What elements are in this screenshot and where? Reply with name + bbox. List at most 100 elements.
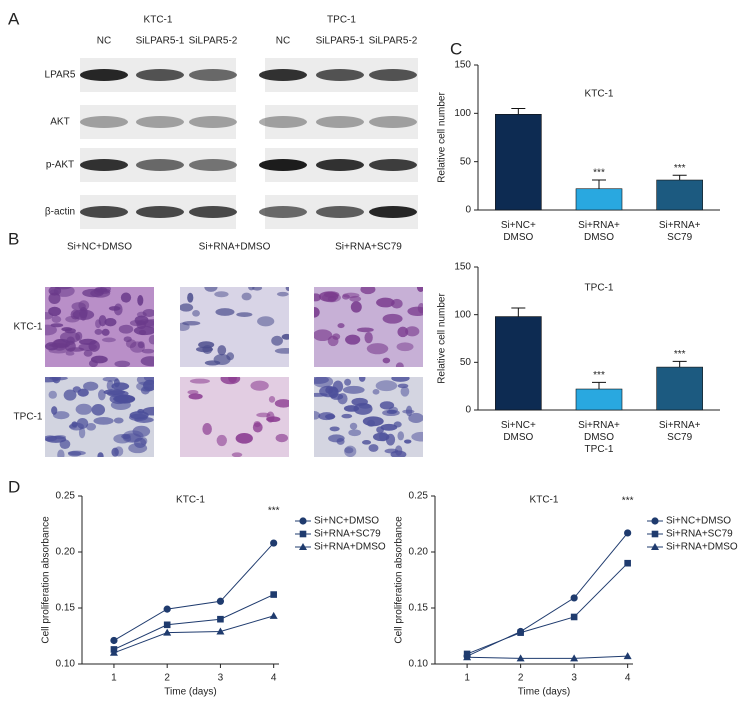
error-bar	[592, 381, 606, 390]
y-axis-label: Relative cell number	[437, 293, 448, 384]
marker	[570, 654, 579, 662]
blot-band	[189, 206, 237, 218]
cell	[274, 399, 289, 408]
cell	[136, 311, 147, 318]
cell	[187, 292, 194, 303]
cell	[407, 306, 423, 316]
marker	[110, 636, 118, 645]
cell	[97, 452, 104, 457]
marker	[216, 597, 225, 605]
cell	[52, 411, 70, 420]
y-tick-label: 50	[460, 357, 472, 368]
cell	[358, 403, 372, 409]
cell	[341, 413, 353, 419]
lane-label: SiLPAR5-1	[316, 36, 365, 47]
cell	[104, 318, 117, 327]
micrograph-column-title: Si+NC+DMSO	[67, 242, 132, 253]
cell	[51, 406, 58, 415]
y-tick-label: 0.15	[56, 603, 76, 614]
marker	[651, 530, 659, 538]
cell	[314, 377, 334, 388]
marker	[109, 648, 118, 656]
bar	[656, 366, 703, 411]
blot-band	[189, 116, 237, 128]
cell	[75, 331, 83, 341]
cell	[397, 326, 409, 338]
y-tick-label: 0.25	[409, 491, 429, 502]
cell	[78, 343, 97, 352]
cell	[97, 288, 111, 294]
cell	[266, 416, 281, 423]
marker	[463, 653, 472, 661]
cell	[391, 377, 410, 382]
marker	[651, 517, 659, 525]
blot-band	[369, 206, 417, 218]
cell	[276, 291, 289, 297]
cell	[350, 301, 362, 313]
cell	[416, 287, 423, 292]
marker	[299, 530, 307, 538]
micrograph	[180, 287, 289, 367]
cell	[113, 378, 120, 388]
cell	[344, 378, 352, 386]
cell	[77, 388, 89, 397]
bar	[656, 179, 703, 211]
error-bar	[672, 174, 687, 181]
blot-strip	[80, 105, 236, 139]
marker	[163, 628, 172, 636]
cell	[394, 445, 403, 456]
legend-label: Si+RNA+DMSO	[314, 542, 386, 553]
cell	[108, 306, 121, 311]
cell	[106, 380, 114, 391]
cell	[358, 377, 366, 382]
series-line	[113, 615, 274, 654]
cell	[90, 355, 108, 364]
cell	[48, 390, 57, 399]
bar	[575, 188, 623, 211]
cell	[343, 405, 360, 412]
cell	[215, 308, 235, 316]
cell	[68, 424, 78, 429]
cell	[396, 342, 414, 352]
error-bar	[511, 108, 526, 115]
cell	[134, 416, 154, 423]
blot-band	[189, 159, 237, 171]
micrograph	[314, 377, 423, 457]
micrograph-column-title: Si+RNA+SC79	[335, 242, 402, 253]
micrograph-row-label: KTC-1	[14, 322, 43, 333]
cell	[114, 360, 131, 367]
cell	[129, 341, 146, 353]
blot-band	[259, 159, 307, 171]
x-tick-label: Si+RNA+ SC79	[659, 220, 701, 243]
legend-label: Si+NC+DMSO	[314, 516, 379, 527]
cell	[275, 433, 289, 443]
blot-group-title: TPC-1	[327, 15, 356, 26]
cell	[400, 386, 410, 397]
cell	[50, 323, 64, 328]
cell	[109, 393, 129, 405]
legend-label: Si+RNA+SC79	[314, 529, 381, 540]
cell	[368, 444, 379, 452]
cell	[198, 341, 215, 349]
cell	[332, 333, 341, 340]
cell	[356, 327, 374, 333]
x-tick-label: 4	[271, 673, 277, 684]
x-tick-label: Si+NC+ DMSO	[501, 420, 536, 443]
cell	[202, 423, 212, 435]
error-bar	[511, 307, 526, 317]
blot-band	[316, 206, 364, 218]
error-bar	[592, 179, 606, 189]
cell	[235, 432, 253, 444]
cell	[65, 351, 75, 356]
x-tick-label: Si+NC+ DMSO	[501, 220, 536, 243]
marker	[570, 613, 578, 621]
cell	[382, 357, 391, 364]
marker	[517, 629, 524, 636]
error-bar	[672, 360, 687, 368]
cell	[376, 297, 395, 308]
marker	[624, 559, 631, 567]
legend-label: Si+RNA+SC79	[666, 529, 733, 540]
cell	[85, 423, 97, 431]
y-tick-label: 100	[454, 108, 471, 119]
